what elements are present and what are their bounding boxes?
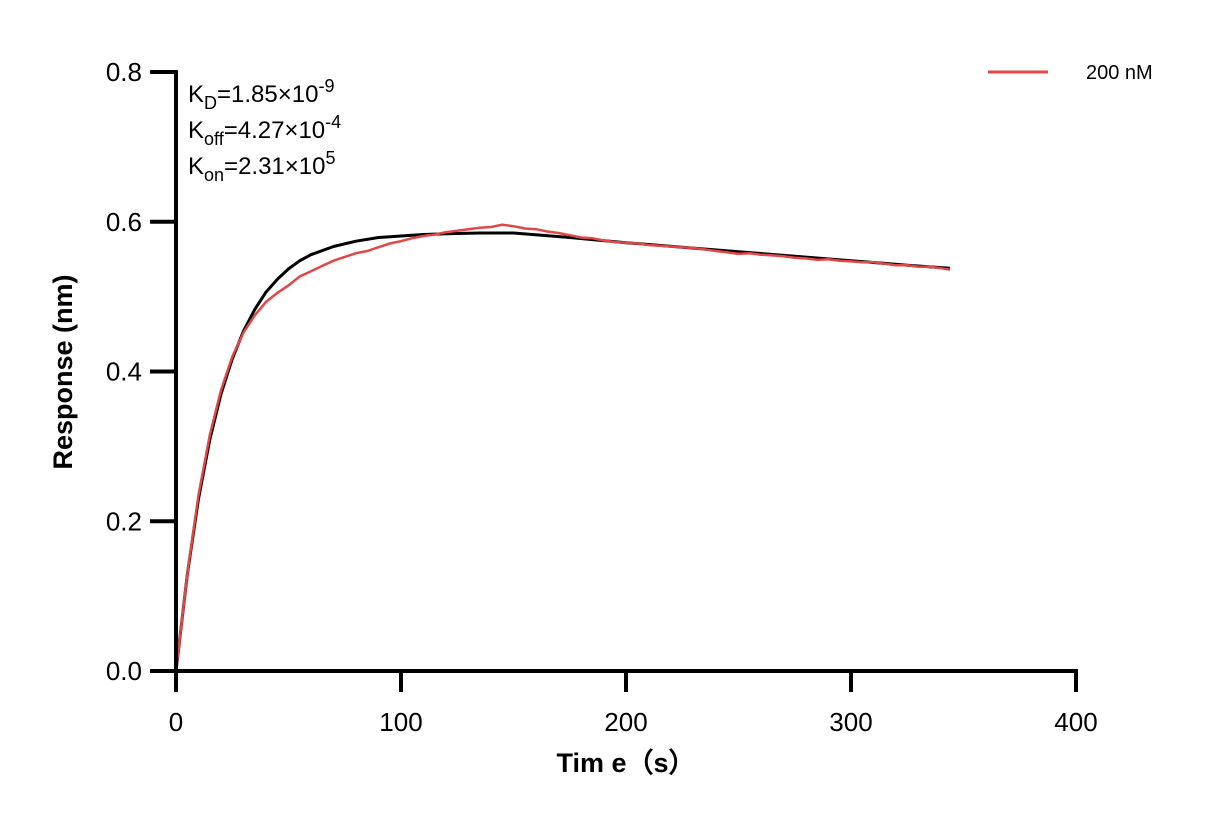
kinetic-constant-on: Kon=2.31×105	[188, 148, 336, 185]
constant-exponent: -9	[318, 76, 334, 96]
legend-label-200nm: 200 nM	[1086, 62, 1153, 84]
fit-curve-line	[174, 231, 951, 672]
constant-symbol: K	[188, 153, 204, 180]
constant-value: =4.27×10	[224, 117, 325, 144]
constant-value: =1.85×10	[217, 81, 318, 108]
series-layer	[174, 223, 951, 672]
constant-subscript: on	[204, 165, 224, 185]
constant-symbol: K	[188, 117, 204, 144]
constant-subscript: D	[204, 93, 217, 113]
x-tick-label: 300	[829, 707, 872, 737]
constant-subscript: off	[204, 129, 225, 149]
x-axis-label: Tim e（s）	[556, 748, 695, 778]
constant-exponent: -4	[325, 112, 341, 132]
x-tick-label: 200	[604, 707, 647, 737]
legend: 200 nM	[988, 62, 1153, 84]
kinetic-constant-d: KD=1.85×10-9	[188, 76, 334, 113]
constant-value: =2.31×10	[224, 153, 325, 180]
y-tick-label: 0.4	[106, 357, 142, 387]
x-tick-label: 0	[169, 707, 183, 737]
x-tick-label: 400	[1054, 707, 1097, 737]
x-tick-label: 100	[379, 707, 422, 737]
series-200nm-line	[174, 223, 951, 672]
y-tick-label: 0.6	[106, 207, 142, 237]
ticks: 0 100 200 300 400 0.0 0.2 0.4 0.6 0.8	[106, 57, 1098, 737]
y-tick-label: 0.8	[106, 57, 142, 87]
kinetic-constant-off: Koff=4.27×10-4	[188, 112, 341, 149]
y-tick-label: 0.2	[106, 506, 142, 536]
constant-exponent: 5	[325, 148, 335, 168]
constant-symbol: K	[188, 81, 204, 108]
y-axis-label: Response (nm)	[48, 274, 78, 469]
y-tick-label: 0.0	[106, 656, 142, 686]
